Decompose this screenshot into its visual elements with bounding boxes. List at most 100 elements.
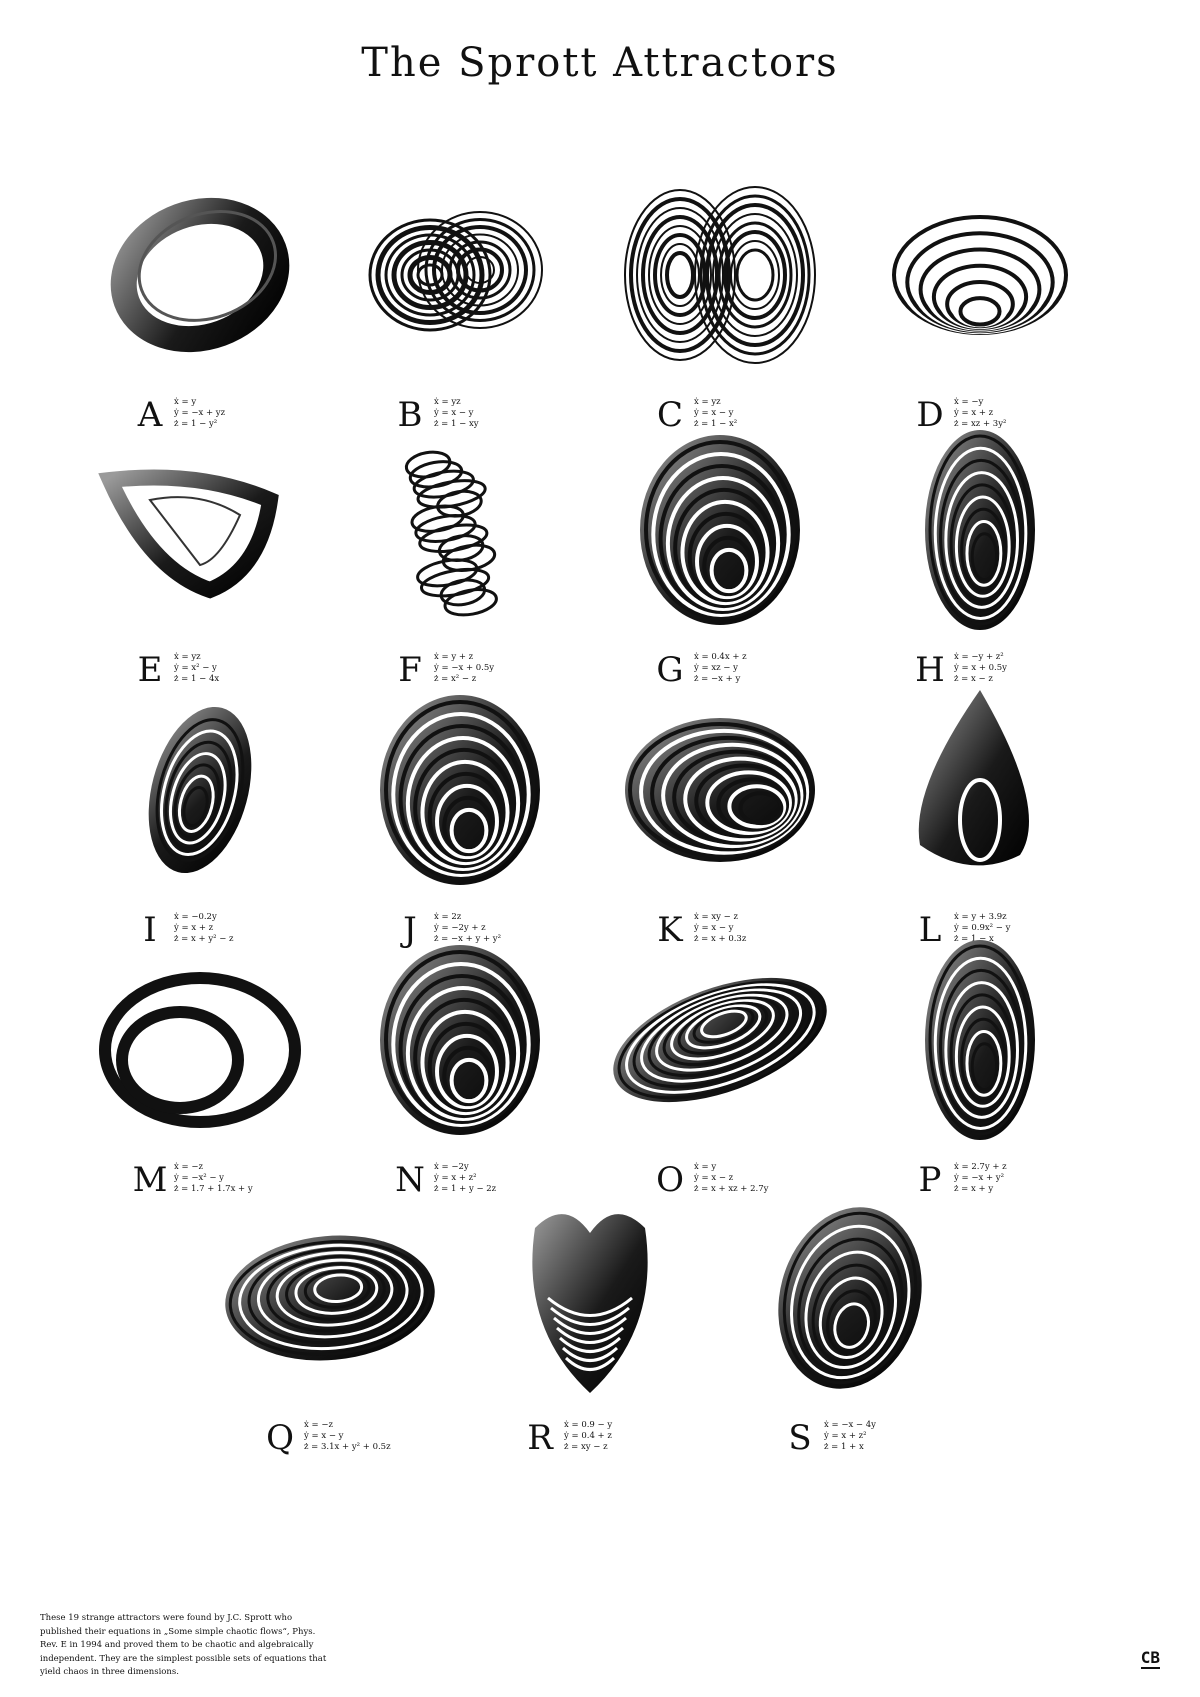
equation-line: ẋ = y xyxy=(694,1162,717,1172)
equation-line: ẋ = xy − z xyxy=(694,912,738,922)
attractor-letter: K xyxy=(657,910,683,950)
attractor-letter: C xyxy=(656,395,683,435)
equation-line: ẏ = 0.4 + z xyxy=(564,1431,612,1441)
attractor-drawing xyxy=(225,1235,435,1361)
attractor-figure xyxy=(148,706,252,874)
equation-line: ẏ = x + z xyxy=(954,408,994,418)
attractor-letter: F xyxy=(398,650,422,690)
equation-line: ẋ = −y + z² xyxy=(954,652,1004,662)
attractor-figure xyxy=(225,1235,435,1361)
attractor-letter: S xyxy=(788,1418,812,1458)
attractor-drawing xyxy=(380,945,540,1135)
attractor-figure xyxy=(640,435,800,625)
attractor-letter: D xyxy=(916,395,944,435)
attractor-figure xyxy=(98,469,279,599)
attractor-drawing xyxy=(640,435,800,625)
equation-line: ẋ = 0.9 − y xyxy=(564,1420,613,1430)
equation-line: ż = 3.1x + y² + 0.5z xyxy=(304,1442,391,1452)
equation-line: ż = x − z xyxy=(954,674,993,684)
attractor-drawing xyxy=(613,977,827,1103)
equation-line: ẏ = −x² − y xyxy=(174,1173,224,1183)
attractor-drawing xyxy=(918,690,1029,866)
equation-line: ẋ = 0.4x + z xyxy=(694,652,747,662)
equation-line: ẏ = 0.9x² − y xyxy=(954,923,1011,933)
equation-line: ẋ = y + z xyxy=(434,652,474,662)
equation-line: ẋ = −y xyxy=(954,397,984,407)
equation-set: ẋ = −2y ẏ = x + z² ż = 1 + y − 2z xyxy=(434,1162,496,1195)
attractor-letter: P xyxy=(918,1160,942,1200)
attractor-letter: Q xyxy=(266,1418,294,1458)
attractor-drawing xyxy=(624,186,816,364)
equation-line: ż = x² − z xyxy=(434,674,477,684)
footer-line: independent. They are the simplest possi… xyxy=(40,1653,327,1664)
attractor-figure xyxy=(778,1207,922,1389)
equation-set: ẋ = −y + z² ẏ = x + 0.5y ż = x − z xyxy=(954,652,1007,685)
attractor-figure xyxy=(892,215,1068,335)
equation-line: ẋ = yz xyxy=(434,397,461,407)
equation-line: ẋ = −2y xyxy=(434,1162,469,1172)
attractor-drawing xyxy=(925,940,1035,1140)
equation-line: ż = −x + y + y² xyxy=(434,934,501,944)
equation-line: ż = 1 + x xyxy=(824,1442,864,1452)
attractor-drawing xyxy=(625,718,815,862)
attractor-drawing xyxy=(148,706,252,874)
equation-line: ż = 1 − xy xyxy=(434,419,479,429)
footer-line: These 19 strange attractors were found b… xyxy=(40,1613,293,1623)
attractor-figure xyxy=(99,972,301,1128)
attractor-figure xyxy=(918,690,1029,866)
attractor-drawing xyxy=(99,972,301,1128)
attractor-figure xyxy=(613,977,827,1103)
equation-line: ẏ = x² − y xyxy=(174,663,217,673)
equation-line: ẏ = x − y xyxy=(694,923,734,933)
attractor-letter: O xyxy=(656,1160,684,1200)
equation-line: ẋ = −z xyxy=(304,1420,333,1430)
equation-line: ż = x + y xyxy=(954,1184,994,1194)
equation-line: ż = 1 − x xyxy=(954,934,994,944)
equation-line: ẋ = −z xyxy=(174,1162,203,1172)
equation-line: ż = x + y² − z xyxy=(174,934,234,944)
equation-line: ẏ = x + z² xyxy=(434,1173,477,1183)
equation-line: ż = x + xz + 2.7y xyxy=(694,1184,769,1194)
equation-line: ẋ = −0.2y xyxy=(174,912,217,922)
attractor-drawing xyxy=(404,450,498,617)
equation-set: ẋ = −x − 4y ẏ = x + z² ż = 1 + x xyxy=(824,1420,876,1453)
attractor-drawing xyxy=(98,469,279,599)
equation-line: ż = x + 0.3z xyxy=(694,934,747,944)
attractor-letter: N xyxy=(395,1160,425,1200)
equation-line: ẋ = 2.7y + z xyxy=(954,1162,1007,1172)
attractor-drawing xyxy=(778,1207,922,1389)
